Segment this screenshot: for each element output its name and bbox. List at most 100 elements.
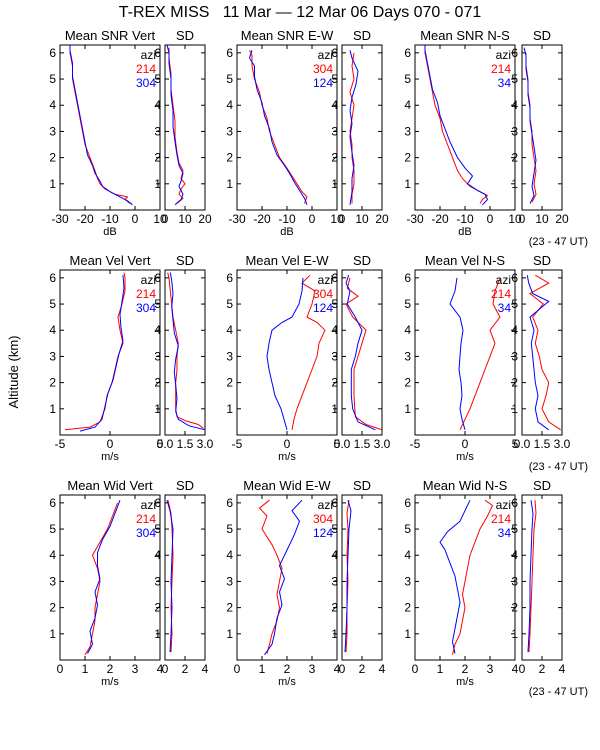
y-tick-label: 4 (511, 323, 518, 337)
panel-title: Mean SNR N-S (420, 28, 510, 43)
legend-entry: 214 (136, 287, 156, 301)
panel-title: Mean Vel N-S (425, 253, 506, 268)
series-line-304 (258, 499, 283, 654)
legend-entry: 34 (498, 301, 512, 315)
series-line-304 (169, 272, 206, 431)
panel-title: SD (176, 478, 194, 493)
y-tick-label: 2 (331, 151, 338, 165)
x-tick-label: 10 (178, 212, 192, 226)
y-tick-label: 3 (331, 124, 338, 138)
y-tick-label: 1 (331, 402, 338, 416)
series-line-304 (345, 277, 383, 431)
panel-title: SD (176, 28, 194, 43)
series-line-304 (166, 44, 184, 206)
x-tick-label: 3 (309, 662, 316, 676)
series-line-34 (527, 500, 534, 653)
panel-title: SD (353, 28, 371, 43)
legend-heading: azi (318, 273, 333, 287)
y-tick-label: 4 (331, 323, 338, 337)
y-tick-label: 5 (226, 522, 233, 536)
y-tick-label: 5 (226, 297, 233, 311)
y-tick-label: 6 (331, 46, 338, 60)
y-tick-label: 3 (511, 349, 518, 363)
series-line-304 (349, 52, 355, 204)
panel-r2-c4: SD 1 2 3 4 5 6 0.0 1.5 3.0 (331, 253, 390, 451)
x-tick-label: -5 (410, 437, 421, 451)
y-tick-label: 3 (404, 349, 411, 363)
y-tick-label: 1 (49, 177, 56, 191)
x-tick-label: -20 (431, 212, 449, 226)
x-tick-label: 20 (375, 212, 389, 226)
x-tick-label: 0 (339, 212, 346, 226)
y-tick-label: 3 (511, 574, 518, 588)
panel-title: Mean SNR E-W (241, 28, 334, 43)
y-tick-label: 4 (404, 323, 411, 337)
y-tick-label: 6 (154, 46, 161, 60)
y-tick-label: 3 (49, 574, 56, 588)
y-tick-label: 4 (404, 98, 411, 112)
legend-entry: 214 (491, 287, 511, 301)
x-tick-label: 5 (334, 437, 341, 451)
x-tick-label: 0 (339, 662, 346, 676)
panel-title: Mean Wid Vert (67, 478, 153, 493)
y-tick-label: 4 (331, 548, 338, 562)
panel-title: Mean SNR Vert (65, 28, 156, 43)
y-tick-label: 6 (511, 46, 518, 60)
time-range-note: (23 - 47 UT) (529, 236, 588, 248)
y-tick-label: 5 (154, 522, 161, 536)
x-tick-label: -30 (228, 212, 246, 226)
panel-frame (164, 44, 206, 211)
x-tick-label: 0 (162, 212, 169, 226)
y-tick-label: 2 (331, 376, 338, 390)
x-tick-label: 10 (535, 212, 549, 226)
x-tick-label: 0.0 (334, 437, 351, 451)
x-tick-label: 20 (198, 212, 212, 226)
y-tick-label: 2 (154, 601, 161, 615)
legend-entry: 34 (498, 76, 512, 90)
y-tick-label: 5 (331, 297, 338, 311)
series-line-304 (249, 49, 308, 204)
legend-heading: azi (496, 273, 511, 287)
y-tick-label: 6 (511, 271, 518, 285)
y-tick-label: 5 (511, 72, 518, 86)
legend-entry: 304 (313, 287, 333, 301)
x-tick-label: 1.5 (534, 437, 551, 451)
y-tick-label: 4 (226, 548, 233, 562)
x-tick-label: 20 (555, 212, 569, 226)
x-tick-label: 4 (379, 662, 386, 676)
x-tick-label: -10 (101, 212, 119, 226)
y-tick-label: 6 (331, 271, 338, 285)
y-tick-label: 6 (404, 46, 411, 60)
y-tick-label: 2 (404, 376, 411, 390)
legend-heading: azi (141, 498, 156, 512)
x-axis-unit-label: m/s (456, 676, 474, 688)
panel-frame (341, 269, 383, 436)
x-tick-label: 3.0 (374, 437, 391, 451)
y-tick-label: 4 (511, 98, 518, 112)
legend-heading: azi (496, 498, 511, 512)
panel-frame (341, 44, 383, 211)
series-line-124 (344, 500, 352, 653)
y-tick-label: 3 (226, 124, 233, 138)
x-tick-label: 0 (57, 662, 64, 676)
x-axis-unit-label: m/s (456, 451, 474, 463)
legend-heading: azi (496, 48, 511, 62)
y-tick-label: 6 (404, 496, 411, 510)
y-tick-label: 5 (154, 72, 161, 86)
y-tick-label: 1 (331, 627, 338, 641)
x-tick-label: 1 (259, 662, 266, 676)
x-axis-unit-label: dB (103, 226, 116, 238)
x-tick-label: 4 (559, 662, 566, 676)
series-line-214 (64, 272, 126, 431)
y-tick-label: 3 (49, 349, 56, 363)
y-tick-label: 3 (226, 574, 233, 588)
series-line-214 (69, 46, 131, 204)
